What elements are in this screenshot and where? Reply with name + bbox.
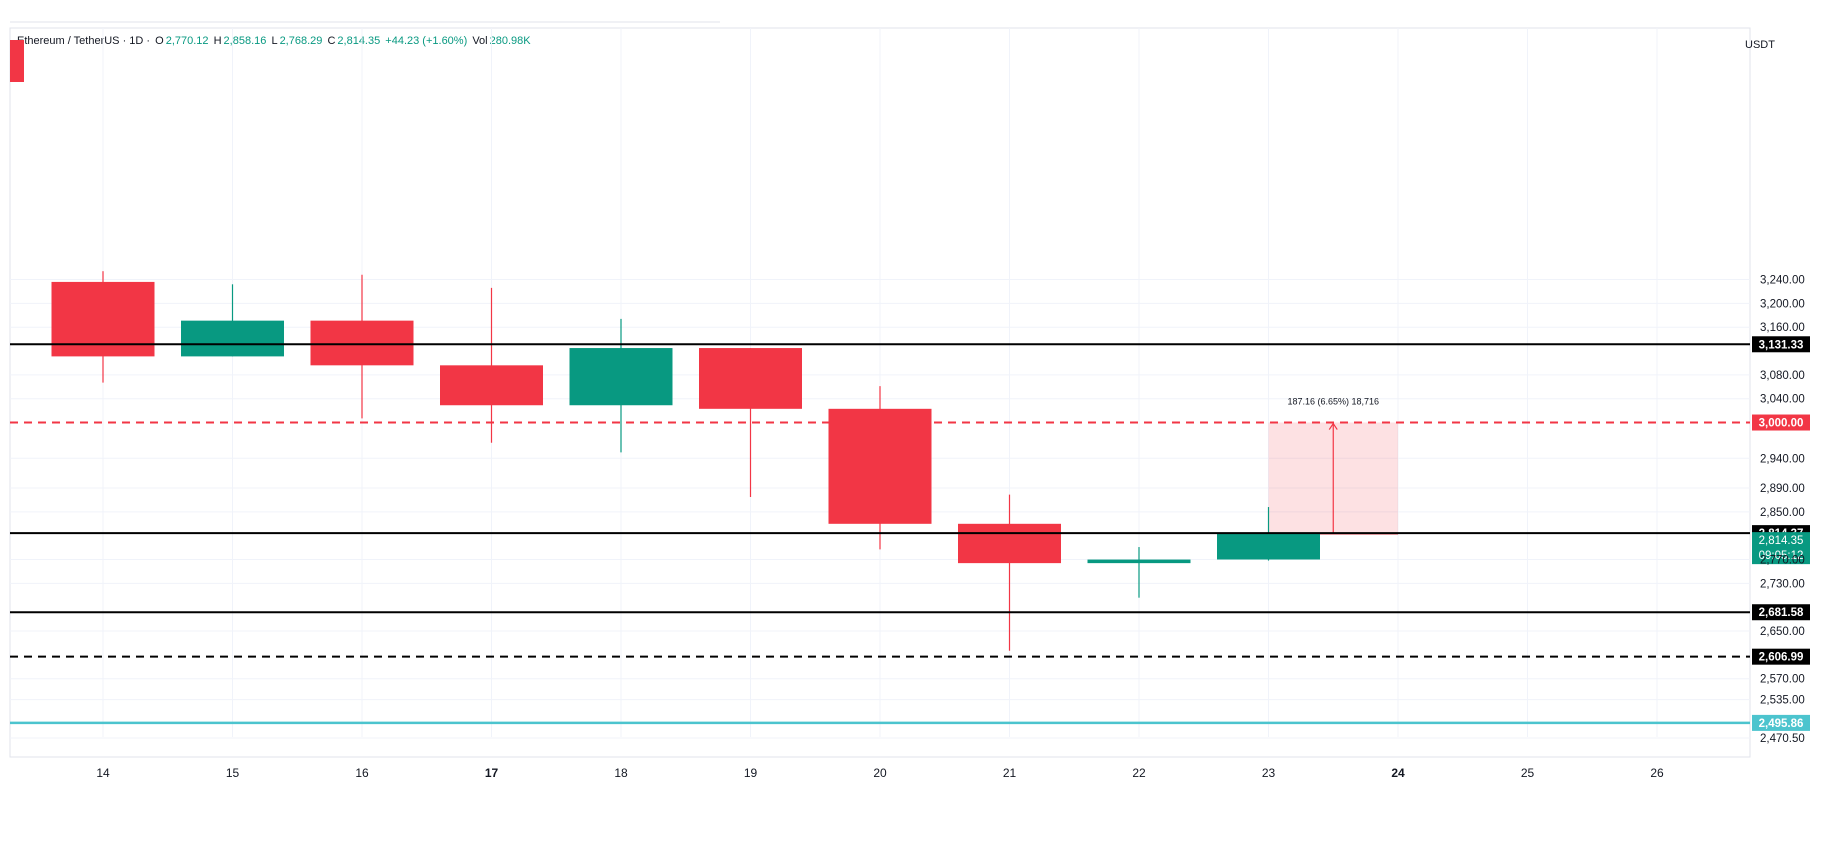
measure-tool[interactable]: 187.16 (6.65%) 18,716 [1268,397,1399,535]
countdown-timer: 09:05:12 [1759,550,1804,562]
current-price-label: 2,814.35 [1759,535,1804,547]
candle-body[interactable] [1217,533,1320,560]
y-tick-label: 2,850.00 [1760,507,1805,519]
open-value: 2,770.12 [165,35,209,47]
x-tick-label: 25 [1521,766,1535,780]
level-price-tag [1752,648,1810,665]
y-tick-label: 3,240.00 [1760,275,1805,287]
volume-label: Vol [472,35,488,47]
x-tick-label: 20 [873,766,887,780]
axes: 14 15 16 17 18 19 20 21 22 23 24 25 26 3,240.00 3,200.… [96,275,1804,780]
level-price-tag [1752,414,1810,431]
y-tick-label: 2,570.00 [1760,674,1805,686]
currency-label: USDT [1745,39,1775,51]
level-price-label: 3,000.00 [1759,418,1804,430]
open-label: O [155,35,164,47]
candle-body[interactable] [958,523,1061,564]
y-tick-label: 2,890.00 [1760,483,1805,495]
horizontal-lines[interactable]: 3,131.333,000.002,814.372,681.582,606.99… [10,336,1810,731]
low-label: L [271,35,278,47]
measure-arrow-head [1328,422,1338,430]
level-price-tag [1752,604,1810,621]
level-price-tag [1752,336,1810,353]
y-tick-label: 2,535.00 [1760,695,1805,707]
ohlc-legend: Ethereum / TetherUS · 1D · O 2,770.12 H 2,… [17,35,533,47]
y-tick-label: 2,940.00 [1760,453,1805,465]
x-tick-label: 22 [1132,766,1146,780]
level-price-label: 2,606.99 [1759,652,1804,664]
y-tick-label: 2,470.50 [1760,733,1805,745]
level-price-label: 2,495.86 [1759,718,1804,730]
y-tick-label: 2,730.00 [1760,578,1805,590]
x-tick-label: 26 [1650,766,1664,780]
y-tick-label: 2,650.00 [1760,626,1805,638]
candle-body[interactable] [828,408,932,524]
high-label: H [213,35,222,47]
y-tick-label: 2,770.00 [1760,555,1805,567]
current-price-tag [1752,532,1810,565]
y-tick-label: 3,200.00 [1760,298,1805,310]
x-tick-label: 16 [355,766,369,780]
close-value: 2,814.35 [337,35,381,47]
x-tick-label: 17 [485,766,499,780]
x-tick-label: 15 [226,766,240,780]
level-price-tag [1752,714,1810,731]
candles[interactable] [51,271,1321,651]
x-tick-label: 21 [1003,766,1017,780]
x-tick-label: 19 [744,766,758,780]
symbol-label: Ethereum / TetherUS · 1D · [17,35,151,47]
x-tick-label: 24 [1391,766,1405,780]
candle-body[interactable] [569,348,673,406]
measure-label: 187.16 (6.65%) 18,716 [1287,397,1379,407]
left-edge-marker [10,40,24,82]
level-price-label: 3,131.33 [1759,339,1804,351]
candle-body[interactable] [310,320,414,366]
candle-body[interactable] [181,320,284,357]
candle-body[interactable] [440,365,543,406]
low-value: 2,768.29 [279,35,323,47]
y-tick-label: 3,040.00 [1760,394,1805,406]
change-value: +44.23 (+1.60%) [385,35,468,47]
level-price-label: 2,681.58 [1759,607,1804,619]
x-tick-label: 18 [614,766,628,780]
candle-body[interactable] [1087,559,1191,564]
x-tick-label: 23 [1262,766,1276,780]
y-tick-label: 3,160.00 [1760,322,1805,334]
close-label: C [327,35,336,47]
high-value: 2,858.16 [223,35,267,47]
y-tick-label: 3,080.00 [1760,370,1805,382]
candle-body[interactable] [699,348,802,409]
volume-value: 280.98K [489,35,531,47]
x-tick-label: 14 [96,766,110,780]
